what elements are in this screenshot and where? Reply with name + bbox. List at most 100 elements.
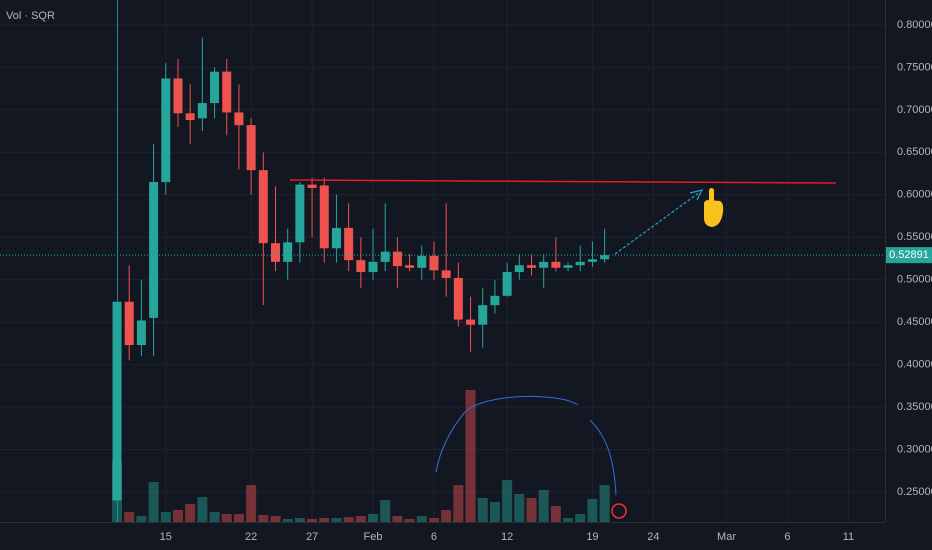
candle-body xyxy=(575,261,585,266)
candle-body xyxy=(283,242,293,262)
volume-bar xyxy=(258,515,269,522)
grid xyxy=(0,0,885,522)
candle-body xyxy=(441,270,451,278)
volume-bar xyxy=(307,519,318,522)
volume-bar xyxy=(502,480,513,522)
volume-bar xyxy=(343,517,354,522)
candle-body xyxy=(356,260,366,273)
y-tick-label: 0.80000 xyxy=(897,19,932,31)
x-tick-label: 24 xyxy=(647,531,659,543)
candle-body xyxy=(417,255,427,268)
volume-bar xyxy=(148,482,159,522)
candle-body xyxy=(210,71,220,104)
volume-bar xyxy=(270,516,281,522)
candle-body xyxy=(466,319,476,325)
volume-bar xyxy=(197,497,208,522)
candle-body xyxy=(234,112,244,126)
candle-body xyxy=(270,243,280,262)
candle-body xyxy=(161,78,171,183)
candle-body xyxy=(405,265,415,268)
candle-body xyxy=(258,170,268,244)
x-tick-label: 19 xyxy=(586,531,598,543)
volume-bar xyxy=(587,499,598,522)
candle-body xyxy=(197,103,207,119)
volume-bar xyxy=(124,512,135,522)
candle-body xyxy=(185,113,195,121)
arrow-head xyxy=(689,189,704,201)
volume-bar xyxy=(282,519,293,522)
candle-body xyxy=(149,182,159,318)
volume-bar xyxy=(331,518,342,522)
volume-bar xyxy=(404,519,415,522)
volume-bar xyxy=(428,518,439,522)
candle-body xyxy=(551,261,561,268)
volume-bar xyxy=(392,516,403,522)
volume-bar xyxy=(526,498,537,522)
hand-icon xyxy=(704,188,724,227)
x-tick-label: 27 xyxy=(306,531,318,543)
freehand-curve xyxy=(435,395,579,473)
candle-body xyxy=(331,227,341,249)
volume-bar xyxy=(453,485,464,522)
candle-body xyxy=(380,251,390,262)
candle-layer xyxy=(112,37,610,501)
candle-body xyxy=(307,184,317,188)
candle-body xyxy=(478,305,488,325)
candle-body xyxy=(587,259,597,262)
volume-bar xyxy=(368,514,379,522)
volume-bar xyxy=(563,518,574,522)
volume-bar xyxy=(599,485,610,522)
x-tick-label: 15 xyxy=(160,531,172,543)
resistance-line xyxy=(289,179,837,184)
candle-body xyxy=(246,125,256,171)
last-price-label: 0.52891 xyxy=(889,249,929,261)
volume-bar xyxy=(319,518,330,522)
last-price-box xyxy=(886,247,932,264)
candle-body xyxy=(453,277,463,320)
trend-arrow xyxy=(614,191,701,255)
x-tick-label: Feb xyxy=(364,531,383,543)
candle-body xyxy=(526,265,536,268)
candle-body xyxy=(173,78,183,114)
candle-body xyxy=(600,255,610,260)
volume-bar xyxy=(355,516,366,522)
x-tick-label: 11 xyxy=(843,531,854,543)
volume-bar xyxy=(441,510,452,522)
volume-bar xyxy=(233,514,244,522)
volume-title: Vol · SQR xyxy=(6,10,55,22)
candle-body xyxy=(344,227,354,261)
volume-bar xyxy=(575,514,586,522)
candle-body xyxy=(392,251,402,267)
x-tick-label: Mar xyxy=(717,531,736,543)
x-tick-label: 6 xyxy=(784,531,790,543)
volume-bar xyxy=(477,498,488,522)
volume-bar xyxy=(489,502,500,522)
candle-body xyxy=(514,265,524,273)
candle-body xyxy=(112,301,122,501)
candle-body xyxy=(295,184,305,243)
candle-body xyxy=(563,265,573,268)
candle-body xyxy=(502,272,512,296)
x-tick-label: 6 xyxy=(431,531,437,543)
volume-bar xyxy=(136,516,147,522)
volume-bar xyxy=(465,390,476,522)
candle-body xyxy=(319,185,329,249)
volume-bar xyxy=(221,514,232,522)
marker-circle xyxy=(611,503,627,519)
candle-body xyxy=(539,261,549,268)
candle-body xyxy=(222,71,232,113)
candle-body xyxy=(136,320,146,346)
volume-bar xyxy=(538,490,549,522)
candle-body xyxy=(368,261,378,273)
